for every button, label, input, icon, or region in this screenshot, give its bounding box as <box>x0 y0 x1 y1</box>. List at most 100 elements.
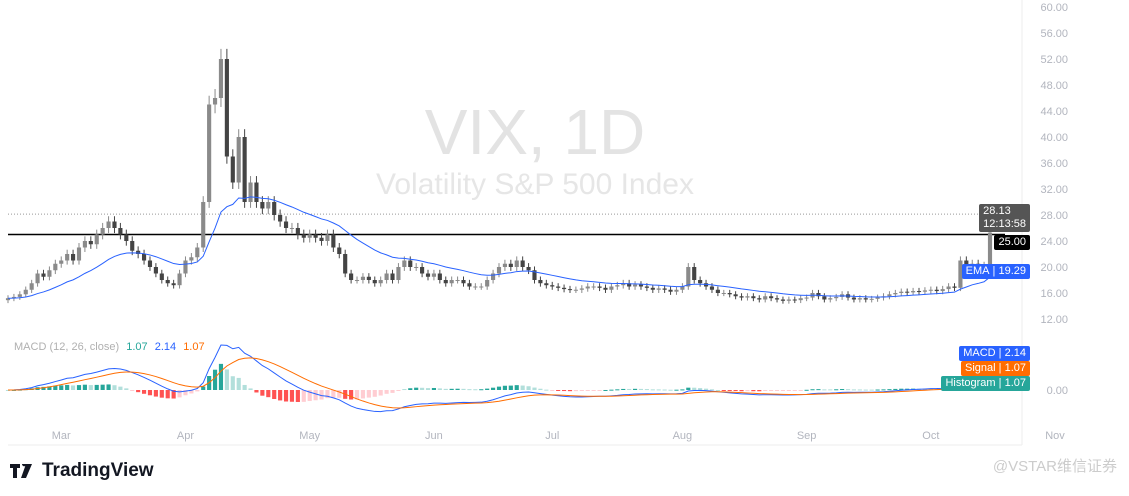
candle-body <box>425 273 431 277</box>
candle-body <box>136 250 141 254</box>
candle-body <box>656 288 661 290</box>
candle-body <box>272 202 277 215</box>
histogram-bar <box>792 390 797 391</box>
candle-body <box>650 287 655 290</box>
candle-body <box>408 260 413 267</box>
countdown: 12:13:58 <box>983 218 1026 230</box>
histogram-bar <box>254 390 259 393</box>
candle-body <box>857 298 862 300</box>
candle-body <box>47 270 52 277</box>
candle-body <box>354 280 360 281</box>
candle-body <box>798 298 803 301</box>
histogram-bar <box>532 387 537 390</box>
candle-body <box>532 270 537 280</box>
histogram-bar <box>840 389 845 391</box>
histogram-bar <box>248 388 253 390</box>
histogram-bar <box>165 390 170 399</box>
histogram-bar <box>272 390 277 400</box>
candle-body <box>130 241 135 251</box>
candle-body <box>35 273 40 284</box>
candle-body <box>851 297 857 300</box>
histogram-bar <box>597 390 602 391</box>
histogram-bar <box>739 390 744 392</box>
histogram-bar <box>449 388 454 390</box>
x-tick-label: Nov <box>1045 430 1065 442</box>
candle-body <box>218 59 224 98</box>
candle-body <box>479 286 484 288</box>
candle-body <box>721 293 726 294</box>
y-tick-label: 56.00 <box>1040 28 1068 40</box>
histogram-bar <box>354 390 360 400</box>
histogram-bar <box>603 389 608 391</box>
candle-body <box>615 285 620 287</box>
y-tick-label: 12.00 <box>1040 314 1068 326</box>
histogram-bar <box>491 387 496 390</box>
candle-body <box>763 296 768 300</box>
histogram-bar <box>520 385 525 390</box>
candle-body <box>875 297 880 299</box>
histogram-bar <box>632 388 638 390</box>
tradingview-logo[interactable]: TradingView <box>10 460 154 482</box>
histogram-bar <box>414 387 419 390</box>
histogram-bar <box>538 388 543 390</box>
histogram-bar <box>230 376 235 390</box>
candle-body <box>739 296 744 298</box>
candle-body <box>958 260 963 288</box>
histogram-bar <box>928 388 933 390</box>
histogram-bar <box>579 390 584 391</box>
histogram-bar <box>485 388 490 390</box>
candle-body <box>112 221 117 228</box>
histogram-bar <box>544 389 549 391</box>
candle-body <box>65 254 70 261</box>
candle-body <box>59 260 64 264</box>
histogram-bar <box>218 363 224 390</box>
histogram-bar <box>325 390 330 399</box>
candle-body <box>567 289 573 291</box>
histogram-bar <box>875 389 880 391</box>
candle-body <box>396 267 401 280</box>
candle-body <box>668 289 673 292</box>
candle-body <box>632 284 638 287</box>
histogram-bar <box>822 389 827 391</box>
candle-body <box>443 280 448 284</box>
histogram-bar <box>65 384 70 390</box>
candle-body <box>922 290 927 292</box>
candle-body <box>118 228 123 235</box>
candle-body <box>5 298 11 301</box>
histogram-bar <box>47 386 52 390</box>
x-tick-label: Oct <box>922 430 939 442</box>
candle-body <box>757 298 762 300</box>
candle-body <box>550 285 555 287</box>
candle-body <box>165 280 170 284</box>
macd-legend-macd: 2.14 <box>154 341 177 353</box>
candle-body <box>603 287 608 290</box>
candle-body <box>674 289 679 292</box>
candle-body <box>638 284 644 287</box>
candle-body <box>934 289 939 292</box>
candle-body <box>887 294 892 297</box>
signal-tag: Signal | 1.07 <box>961 361 1030 376</box>
histogram-bar <box>751 390 756 392</box>
histogram-bar <box>763 390 768 391</box>
candle-body <box>29 283 34 290</box>
histogram-bar <box>905 388 910 390</box>
candle-body <box>260 202 265 209</box>
histogram-bar <box>396 390 401 391</box>
histogram-bar <box>467 389 472 391</box>
y-tick-label: 20.00 <box>1040 262 1068 274</box>
x-tick-label: Sep <box>797 430 817 442</box>
histogram-bar <box>887 389 892 391</box>
histogram-bar <box>857 389 862 391</box>
candle-body <box>343 254 348 274</box>
candle-body <box>822 296 827 300</box>
y-tick-label: 16.00 <box>1040 288 1068 300</box>
candle-body <box>556 286 561 288</box>
symbol-description-watermark: Volatility S&P 500 Index <box>376 168 694 201</box>
candle-body <box>254 182 259 202</box>
macd-legend-hist: 1.07 <box>126 341 148 353</box>
candle-body <box>242 137 247 202</box>
histogram-bar <box>349 390 354 400</box>
candle-body <box>946 286 951 290</box>
